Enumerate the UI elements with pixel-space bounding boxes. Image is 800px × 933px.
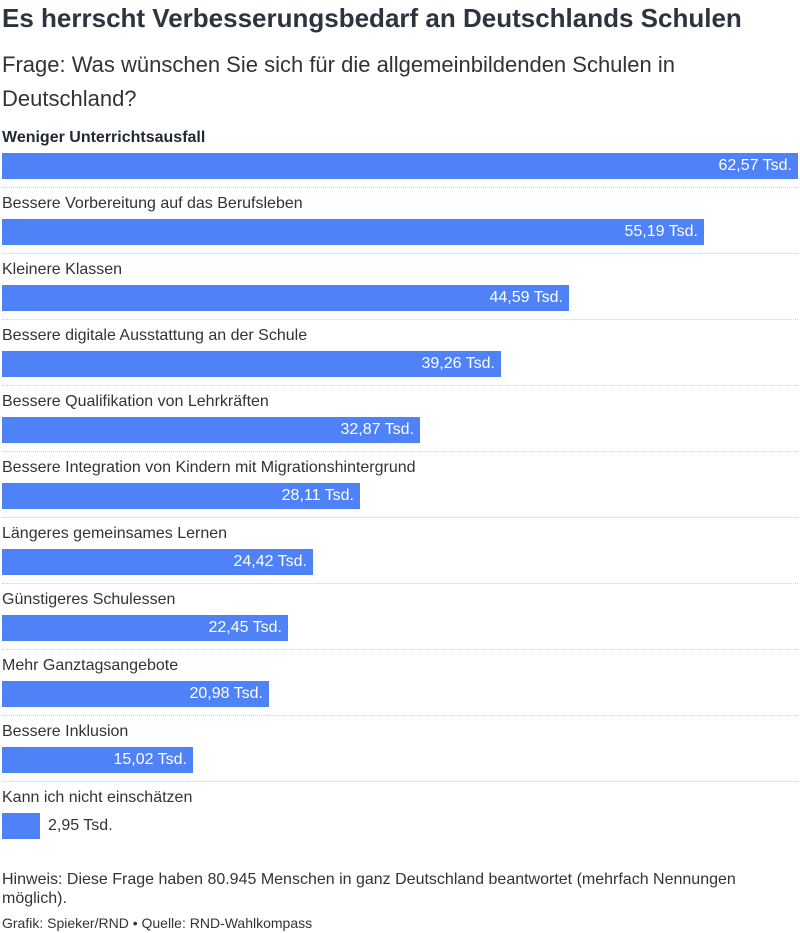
bar-row: Bessere digitale Ausstattung an der Schu… <box>0 324 800 390</box>
bar-row: Mehr Ganztagsangebote 20,98 Tsd. <box>0 654 800 720</box>
bar-row: Bessere Vorbereitung auf das Berufsleben… <box>0 192 800 258</box>
bar-row: Kleinere Klassen 44,59 Tsd. <box>0 258 800 324</box>
bar-row: Günstigeres Schulessen 22,45 Tsd. <box>0 588 800 654</box>
row-divider <box>2 253 798 254</box>
value-label: 28,11 Tsd. <box>281 487 354 504</box>
category-label: Mehr Ganztagsangebote <box>2 657 179 674</box>
value-label: 2,95 Tsd. <box>48 817 113 834</box>
row-divider <box>2 451 798 452</box>
value-label: 24,42 Tsd. <box>233 553 307 570</box>
value-label: 22,45 Tsd. <box>208 619 282 636</box>
category-label: Günstigeres Schulessen <box>2 591 176 608</box>
value-label: 20,98 Tsd. <box>189 685 263 702</box>
bar-row: Bessere Qualifikation von Lehrkräften 32,… <box>0 390 800 456</box>
bar <box>2 153 798 179</box>
category-label: Bessere digitale Ausstattung an der Schu… <box>2 327 308 344</box>
bar <box>2 549 313 575</box>
bar <box>2 417 420 443</box>
bar <box>2 351 501 377</box>
row-divider <box>2 517 798 518</box>
bar <box>2 285 569 311</box>
category-label: Bessere Vorbereitung auf das Berufsleben <box>2 195 303 212</box>
footnote: Hinweis: Diese Frage haben 80.945 Mensch… <box>2 871 736 907</box>
category-label: Kleinere Klassen <box>2 261 123 278</box>
value-label: 62,57 Tsd. <box>718 157 792 174</box>
category-label: Kann ich nicht einschätzen <box>2 789 193 806</box>
row-divider <box>2 781 798 782</box>
row-divider <box>2 385 798 386</box>
bar-row: Längeres gemeinsames Lernen 24,42 Tsd. <box>0 522 800 588</box>
bar-row: Bessere Inklusion 15,02 Tsd. <box>0 720 800 786</box>
bar <box>2 747 193 773</box>
bar-chart: Weniger Unterrichtsausfall 62,57 Tsd. Bess… <box>0 126 800 846</box>
category-label: Bessere Inklusion <box>2 723 129 740</box>
row-divider <box>2 715 798 716</box>
value-label: 32,87 Tsd. <box>340 421 414 438</box>
row-divider <box>2 319 798 320</box>
value-label: 39,26 Tsd. <box>421 355 495 372</box>
bar-row: Kann ich nicht einschätzen 2,95 Tsd. <box>0 786 800 852</box>
bar <box>2 813 40 839</box>
bar-row: Weniger Unterrichtsausfall 62,57 Tsd. <box>0 126 800 192</box>
row-divider <box>2 649 798 650</box>
row-divider <box>2 187 798 188</box>
bar <box>2 615 288 641</box>
bar <box>2 219 704 245</box>
value-label: 55,19 Tsd. <box>624 223 698 240</box>
bar-row: Bessere Integration von Kindern mit Migr… <box>0 456 800 522</box>
value-label: 15,02 Tsd. <box>113 751 187 768</box>
row-divider <box>2 583 798 584</box>
bar <box>2 681 269 707</box>
category-label: Bessere Integration von Kindern mit Migr… <box>2 459 416 476</box>
chart-title: Es herrscht Verbesserungsbedarf an Deuts… <box>2 3 742 33</box>
category-label: Bessere Qualifikation von Lehrkräften <box>2 393 269 410</box>
category-label: Längeres gemeinsames Lernen <box>2 525 228 542</box>
source-credit: Grafik: Spieker/RND • Quelle: RND-Wahlko… <box>2 915 313 931</box>
category-label: Weniger Unterrichtsausfall <box>2 129 206 146</box>
bar <box>2 483 360 509</box>
value-label: 44,59 Tsd. <box>489 289 563 306</box>
chart-subtitle: Frage: Was wünschen Sie sich für die all… <box>2 52 676 111</box>
